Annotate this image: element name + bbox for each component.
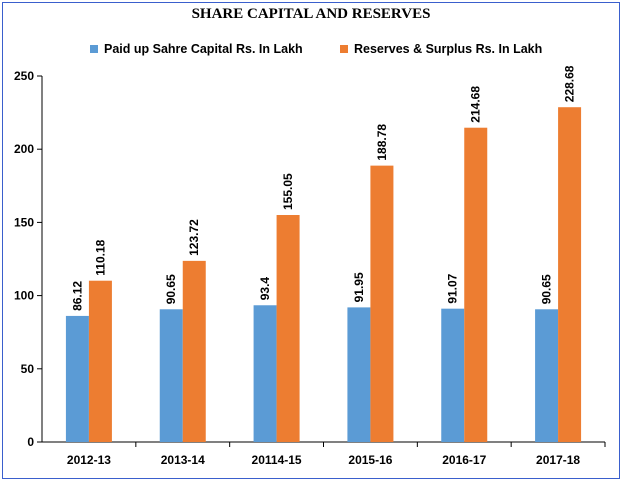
bar-reserves-surplus [464,127,488,442]
legend-item-paid-up-capital: Paid up Sahre Capital Rs. In Lakh [90,40,303,58]
legend-swatch-blue [90,45,98,53]
legend-swatch-orange [340,45,348,53]
bar-reserves-surplus [88,280,112,442]
y-tick-label: 100 [14,289,34,303]
data-label: 228.68 [563,65,577,102]
x-tick-label: 20114-15 [252,453,302,467]
data-label: 155.05 [281,173,295,210]
x-tick-label: 2016-17 [442,453,486,467]
bar-paid-up-capital [159,309,183,442]
y-tick-label: 250 [14,69,34,83]
data-label: 90.65 [164,274,178,304]
x-tick-label: 2013-14 [161,453,205,467]
data-label: 91.95 [352,272,366,302]
bar-paid-up-capital [441,308,465,442]
data-label: 110.18 [93,239,107,275]
y-tick-label: 200 [14,142,34,156]
y-tick-label: 150 [14,215,34,229]
bar-paid-up-capital [253,305,277,442]
x-tick-label: 2015-16 [348,453,392,467]
legend-label-paid-up-capital: Paid up Sahre Capital Rs. In Lakh [104,42,303,56]
x-tick-label: 2012-13 [67,453,111,467]
data-label: 214.68 [469,86,483,123]
data-label: 90.65 [540,274,554,304]
bar-paid-up-capital [535,309,559,442]
data-label: 91.07 [446,273,460,303]
bar-paid-up-capital [347,307,371,442]
x-tick-label: 2017-18 [536,453,580,467]
chart-title: SHARE CAPITAL AND RESERVES [191,6,431,22]
y-tick-label: 50 [21,362,35,376]
bar-reserves-surplus [558,107,582,443]
bar-reserves-surplus [182,260,206,442]
legend-item-reserves-surplus: Reserves & Surplus Rs. In Lakh [340,40,542,58]
legend-label-reserves-surplus: Reserves & Surplus Rs. In Lakh [354,42,543,56]
bar-reserves-surplus [370,165,394,442]
data-label: 123.72 [187,219,201,256]
data-label: 86.12 [70,281,84,311]
y-tick-label: 0 [27,435,34,449]
bar-reserves-surplus [276,215,300,442]
data-label: 93.4 [258,277,272,301]
data-label: 188.78 [375,124,389,161]
bar-paid-up-capital [65,315,89,442]
